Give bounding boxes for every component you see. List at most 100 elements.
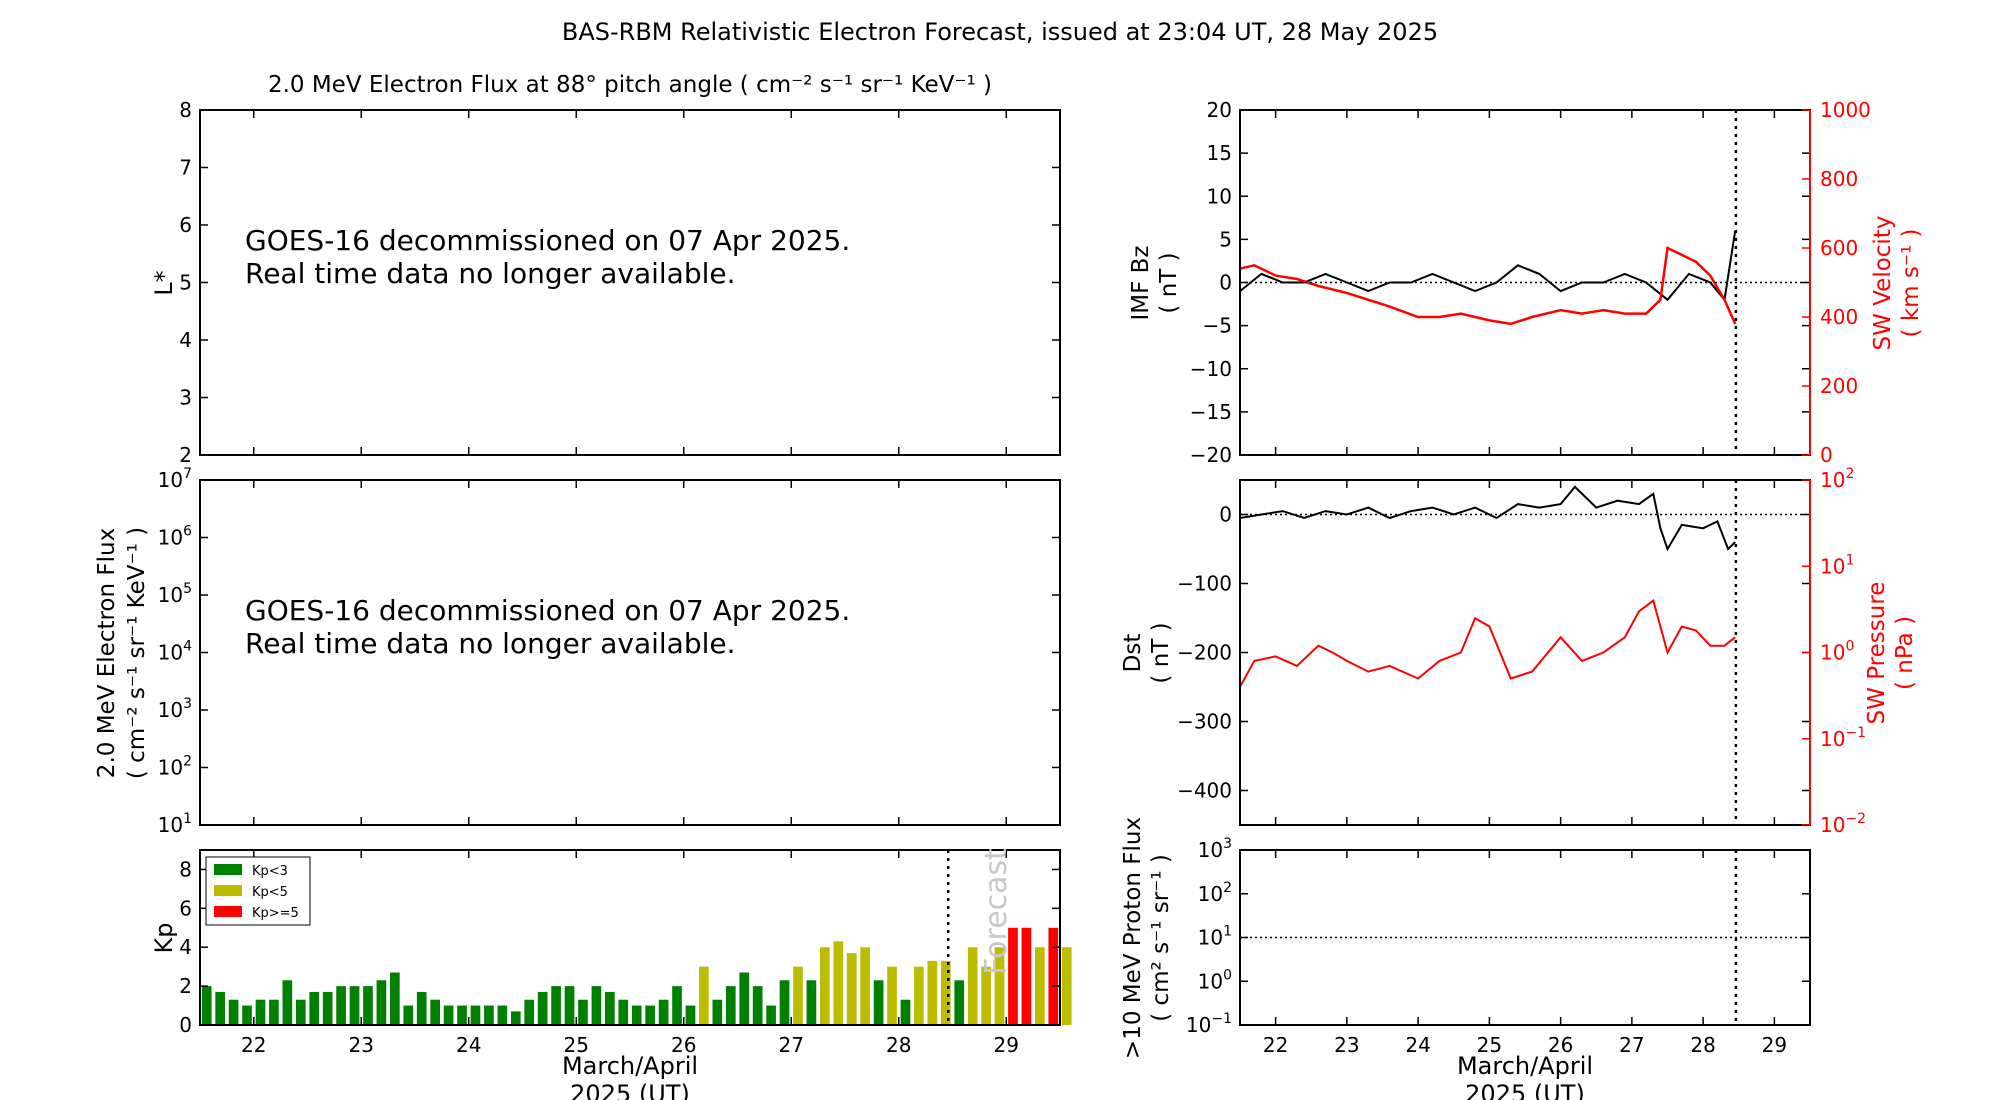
kp-x-tick-label: 26 (671, 1033, 696, 1057)
flux-y-tick-label: 101 (158, 811, 192, 837)
kp-bar (967, 947, 978, 1025)
kp-bar (1008, 927, 1018, 1025)
kp-y-ticks: 0 2 4 6 8 (179, 857, 1060, 1037)
kp-bar (215, 991, 225, 1025)
kp-bar (873, 980, 884, 1025)
lstar-x-ticks (253, 110, 1007, 455)
kp-x-tick-label: 27 (779, 1033, 804, 1057)
imf-y-tick-label: 10 (1207, 184, 1232, 208)
kp-bar (390, 972, 400, 1025)
kp-bar (846, 953, 857, 1025)
sw-velocity-y-tick-label: 0 (1820, 443, 1833, 467)
proton-x-tick-label: 27 (1619, 1033, 1644, 1057)
proton-x-label-line2: 2025 (UT) (1465, 1080, 1585, 1100)
sw-pressure-y-tick-label: 10−2 (1820, 811, 1866, 837)
flux-y-ticks: 101 102 103 104 105 106 107 (158, 466, 1060, 837)
imf-y-tick-label: 0 (1219, 271, 1232, 295)
dst-y-label-line1: Dst (1120, 634, 1146, 673)
sw-velocity-y-ticks: 0 200 400 600 800 1000 (1802, 98, 1871, 467)
kp-bar (282, 980, 293, 1025)
kp-bar (591, 986, 602, 1025)
kp-bar (443, 1005, 454, 1025)
kp-legend-label-high: Kp>=5 (252, 906, 299, 921)
kp-bar (403, 1005, 414, 1025)
kp-bar (994, 947, 1005, 1025)
kp-bar (685, 1005, 696, 1025)
proton-y-tick-label: 100 (1198, 967, 1232, 993)
kp-y-label: Kp (150, 923, 178, 954)
proton-y-tick-label: 10−1 (1186, 1011, 1232, 1037)
kp-bar (564, 986, 575, 1025)
kp-bar (524, 999, 535, 1025)
flux-notice-line2: Real time data no longer available. (245, 627, 736, 660)
flux-y-tick-label: 106 (158, 524, 192, 550)
kp-bar (645, 1005, 655, 1025)
kp-bar (860, 947, 870, 1025)
kp-axes-frame (199, 849, 1061, 1026)
proton-x-tick-label: 29 (1762, 1033, 1787, 1057)
sw-pressure-y-tick-label: 100 (1820, 639, 1854, 665)
kp-bar (699, 966, 709, 1025)
kp-bar (497, 1005, 508, 1025)
kp-legend-label-mid: Kp<5 (252, 885, 288, 900)
figure-title: BAS-RBM Relativistic Electron Forecast, … (562, 18, 1438, 46)
imf-y-label-line2: ( nT ) (1156, 252, 1182, 313)
imf-y-label-line1: IMF Bz (1128, 245, 1154, 320)
sw-velocity-y-tick-label: 600 (1820, 236, 1858, 260)
lstar-y-label: L* (150, 270, 178, 295)
kp-bar (739, 972, 750, 1025)
kp-x-tick-label: 22 (241, 1033, 266, 1057)
lstar-y-tick-label: 2 (179, 443, 192, 467)
kp-bar (631, 1005, 642, 1025)
kp-bar (820, 947, 830, 1025)
imf-y-tick-label: 15 (1207, 141, 1232, 165)
kp-bar (954, 980, 965, 1025)
sw-pressure-y-tick-label: 10−1 (1820, 725, 1866, 751)
kp-bar (349, 986, 360, 1025)
proton-x-tick-label: 24 (1405, 1033, 1430, 1057)
kp-x-tick-label: 28 (886, 1033, 911, 1057)
kp-x-label-line1: March/April (562, 1052, 698, 1080)
sw-velocity-y-tick-label: 400 (1820, 305, 1858, 329)
kp-bar (416, 991, 427, 1025)
proton-x-ticks: 22 23 24 25 26 27 28 29 (1263, 850, 1787, 1057)
kp-bar (242, 1005, 252, 1025)
lstar-y-tick-label: 8 (179, 98, 192, 122)
kp-bar (322, 991, 333, 1025)
proton-y-label-line2: ( cm² s⁻¹ sr⁻¹ ) (1148, 854, 1174, 1022)
kp-bar (510, 1011, 521, 1025)
kp-bar (484, 1005, 494, 1025)
dst-y-tick-label: 0 (1219, 503, 1232, 527)
kp-bar (1061, 947, 1072, 1025)
imf-y-tick-label: −10 (1190, 357, 1232, 381)
lstar-panel-title: 2.0 MeV Electron Flux at 88° pitch angle… (268, 72, 992, 98)
kp-bar (363, 986, 373, 1025)
kp-x-ticks: 22 23 24 25 26 27 28 29 (241, 850, 1019, 1057)
kp-legend-swatch-mid (214, 885, 242, 896)
proton-y-tick-label: 102 (1198, 880, 1232, 906)
kp-bar (914, 966, 924, 1025)
kp-bar (309, 991, 320, 1025)
kp-x-tick-label: 23 (349, 1033, 374, 1057)
kp-bar (712, 999, 723, 1025)
kp-y-tick-label: 6 (179, 896, 192, 920)
dst-y-label-line2: ( nT ) (1148, 622, 1174, 683)
kp-bar (1021, 927, 1032, 1025)
kp-bar (927, 960, 938, 1025)
imf-y-tick-label: −5 (1203, 314, 1232, 338)
dst-y-ticks: −400 −300 −200 −100 0 (1177, 503, 1810, 803)
flux-y-tick-label: 105 (158, 581, 192, 607)
kp-bar (269, 999, 279, 1025)
proton-x-tick-label: 25 (1477, 1033, 1502, 1057)
proton-x-tick-label: 22 (1263, 1033, 1288, 1057)
imf-y-tick-label: 20 (1207, 98, 1232, 122)
kp-bar (766, 1005, 776, 1025)
kp-x-tick-label: 24 (456, 1033, 481, 1057)
kp-bar (658, 999, 669, 1025)
kp-y-tick-label: 8 (179, 857, 192, 881)
kp-y-tick-label: 2 (179, 974, 192, 998)
kp-bar (900, 999, 911, 1025)
